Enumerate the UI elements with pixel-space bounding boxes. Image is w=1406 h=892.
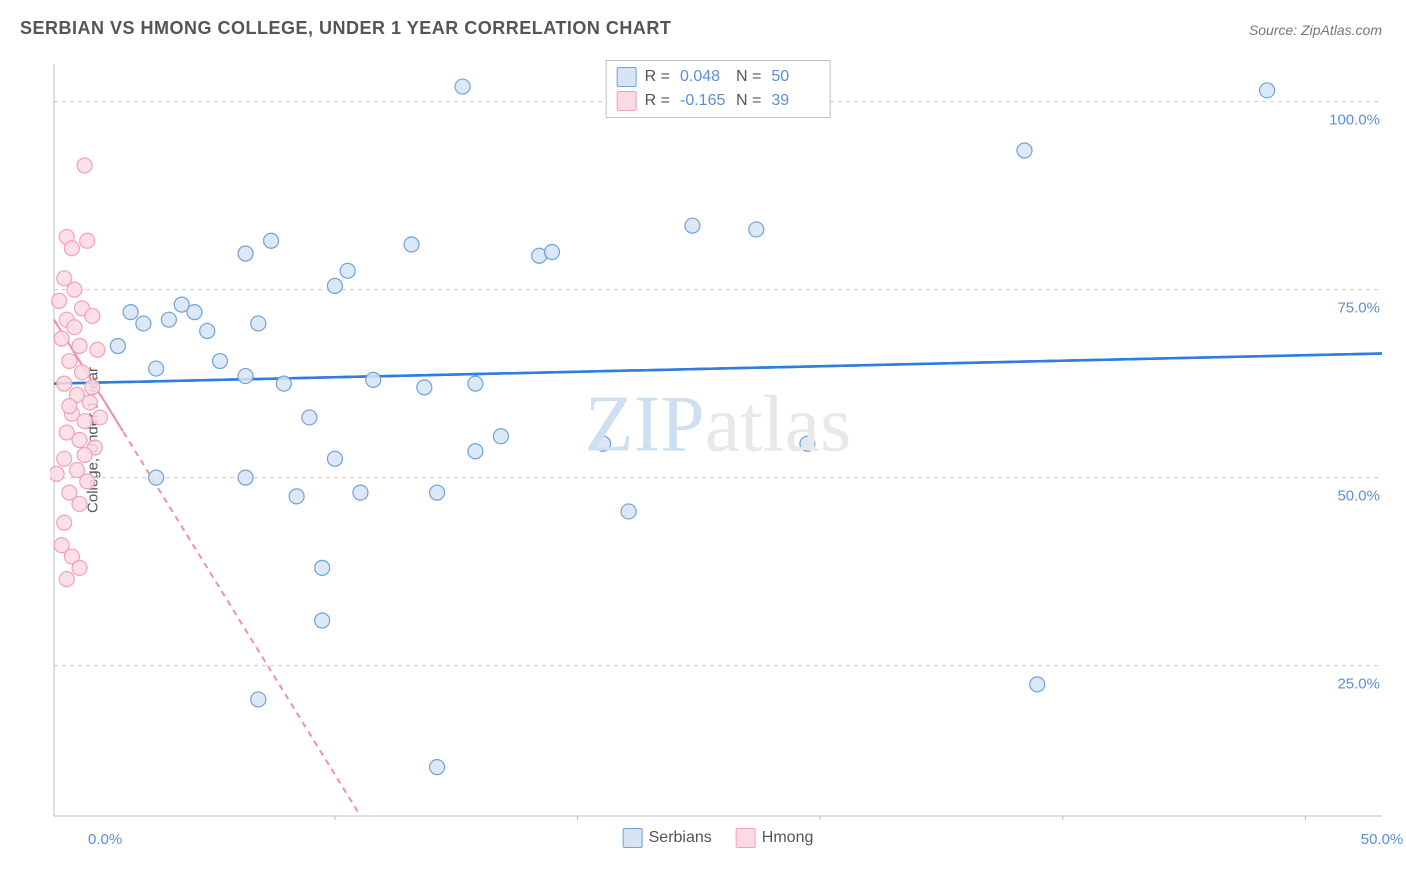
legend-item-serbians: Serbians xyxy=(623,828,712,848)
n-value-hmong: 39 xyxy=(771,89,819,113)
chart-title: SERBIAN VS HMONG COLLEGE, UNDER 1 YEAR C… xyxy=(20,18,671,39)
swatch-serbians xyxy=(617,67,637,87)
plot-area: College, Under 1 year ZIPatlas R = 0.048… xyxy=(50,60,1386,820)
correlation-legend: R = 0.048 N = 50 R = -0.165 N = 39 xyxy=(606,60,831,118)
n-value-serbians: 50 xyxy=(771,65,819,89)
y-tick-label: 100.0% xyxy=(1329,111,1380,128)
r-label: R = xyxy=(645,65,670,89)
n-label: N = xyxy=(736,65,761,89)
r-value-hmong: -0.165 xyxy=(680,89,728,113)
y-tick-label: 50.0% xyxy=(1337,487,1380,504)
legend-label-hmong: Hmong xyxy=(762,829,814,847)
legend-label-serbians: Serbians xyxy=(649,829,712,847)
scatter-plot-svg xyxy=(50,60,1386,820)
chart-container: SERBIAN VS HMONG COLLEGE, UNDER 1 YEAR C… xyxy=(0,0,1406,892)
swatch-serbians-bottom xyxy=(623,828,643,848)
x-tick-label: 0.0% xyxy=(88,831,122,848)
legend-row-serbians: R = 0.048 N = 50 xyxy=(617,65,820,89)
legend-row-hmong: R = -0.165 N = 39 xyxy=(617,89,820,113)
legend-item-hmong: Hmong xyxy=(736,828,814,848)
y-tick-label: 25.0% xyxy=(1337,675,1380,692)
x-tick-label: 50.0% xyxy=(1361,831,1404,848)
r-value-serbians: 0.048 xyxy=(680,65,728,89)
r-label: R = xyxy=(645,89,670,113)
series-legend: Serbians Hmong xyxy=(623,828,814,848)
swatch-hmong-bottom xyxy=(736,828,756,848)
swatch-hmong xyxy=(617,91,637,111)
source-label: Source: ZipAtlas.com xyxy=(1249,22,1382,38)
n-label: N = xyxy=(736,89,761,113)
y-tick-label: 75.0% xyxy=(1337,299,1380,316)
